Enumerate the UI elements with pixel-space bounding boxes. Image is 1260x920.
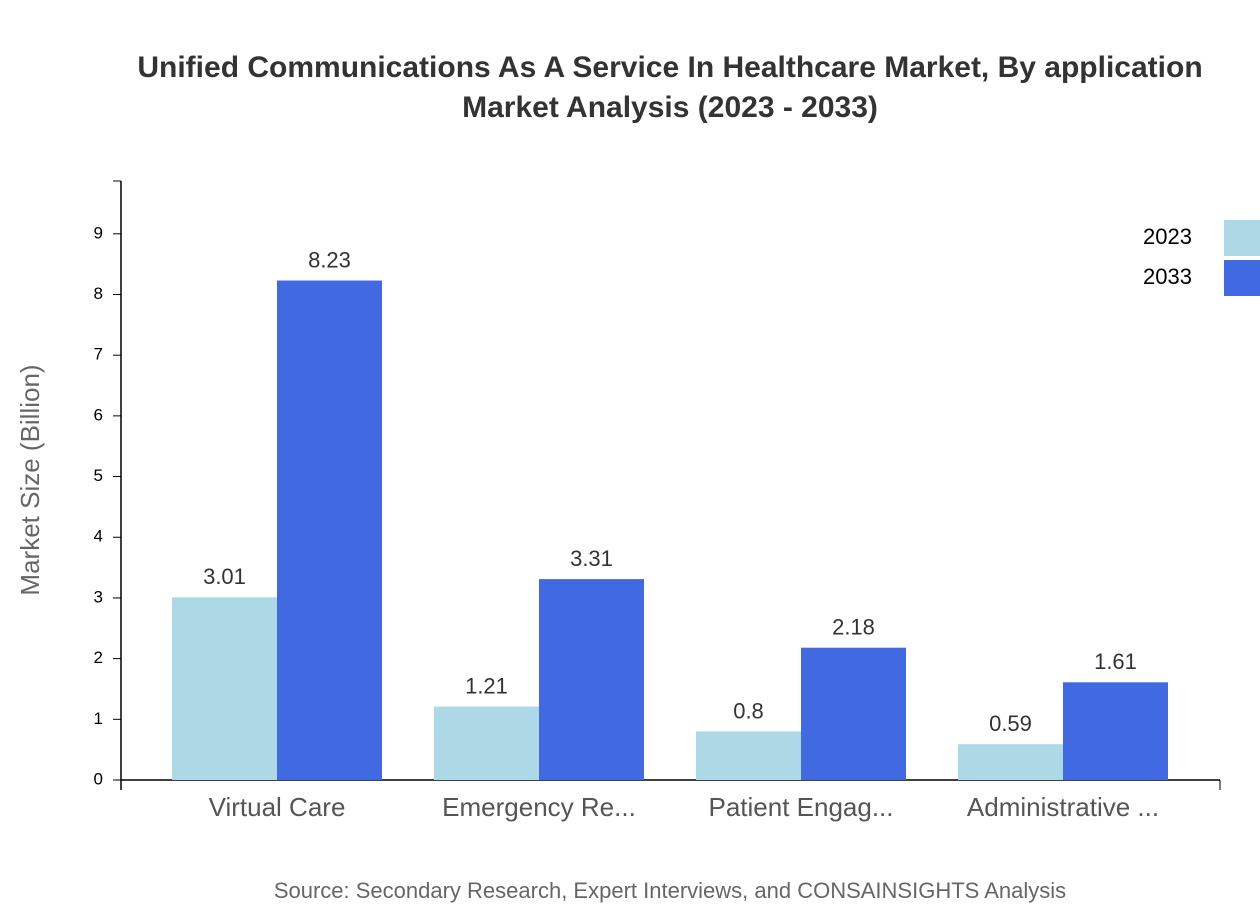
legend-label: 2033 (1143, 264, 1192, 289)
legend-label: 2023 (1143, 224, 1192, 249)
data-label: 3.01 (203, 564, 246, 589)
data-label: 8.23 (308, 247, 351, 272)
legend-swatch (1224, 220, 1260, 256)
source: Source: Secondary Research, Expert Inter… (274, 878, 1066, 903)
y-tick-label: 9 (94, 223, 103, 242)
y-axis-label: Market Size (Billion) (15, 364, 45, 595)
y-tick-label: 0 (94, 769, 103, 788)
bar (696, 731, 801, 780)
bar (434, 706, 539, 780)
data-label: 0.59 (989, 711, 1032, 736)
y-tick-label: 1 (94, 709, 103, 728)
data-label: 1.61 (1094, 649, 1137, 674)
y-tick-label: 7 (94, 345, 103, 364)
y-tick-label: 5 (94, 466, 103, 485)
chart-title: Unified Communications As A Service In H… (137, 51, 1203, 124)
y-tick-label: 4 (94, 527, 103, 546)
y-tick-label: 3 (94, 587, 103, 606)
legend-swatch (1224, 260, 1260, 296)
bar (539, 579, 644, 780)
data-label: 1.21 (465, 673, 508, 698)
data-label: 3.31 (570, 546, 613, 571)
x-tick-label: Emergency Re... (442, 792, 636, 822)
x-tick-label: Patient Engag... (708, 792, 893, 822)
bar (1063, 682, 1168, 780)
x-tick-label: Administrative ... (967, 792, 1159, 822)
bar (172, 597, 277, 780)
y-tick-label: 2 (94, 648, 103, 667)
y-tick-label: 6 (94, 405, 103, 424)
bar (801, 647, 906, 780)
data-label: 0.8 (733, 698, 764, 723)
y-tick-label: 8 (94, 284, 103, 303)
data-label: 2.18 (832, 615, 875, 640)
x-tick-label: Virtual Care (209, 792, 346, 822)
bar (277, 280, 382, 780)
bar (958, 744, 1063, 780)
